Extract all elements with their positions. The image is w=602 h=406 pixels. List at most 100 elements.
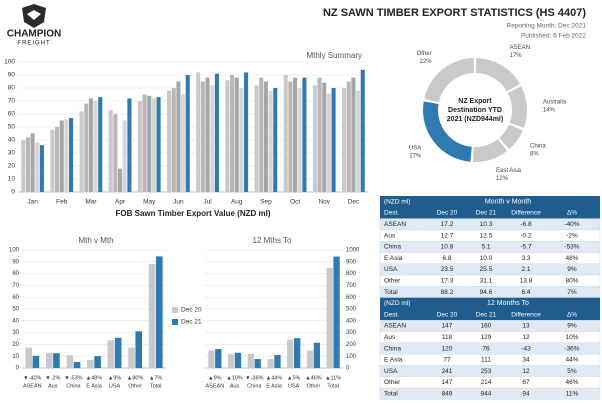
bar	[234, 77, 239, 192]
y-tick-label: 100	[4, 59, 15, 66]
table-cell: 10.0	[480, 255, 493, 262]
y-tick-label: 10	[12, 354, 19, 360]
bar	[274, 354, 281, 368]
bar	[356, 90, 361, 192]
bar	[302, 77, 307, 192]
y-tick-label: 90	[8, 72, 16, 79]
legend-swatch	[172, 307, 178, 313]
bar	[73, 361, 81, 368]
bar	[142, 94, 147, 192]
x-tick-label: Jun	[173, 199, 184, 206]
donut-category: Other	[417, 51, 432, 57]
x-tick-label: Total	[150, 383, 162, 389]
change-label: ▲10%	[226, 375, 243, 381]
change-label: ▲7%	[149, 375, 163, 381]
table-cell: E Asia	[384, 255, 403, 262]
table-cell: 76	[482, 345, 490, 352]
bar	[196, 72, 201, 192]
y-tick-label: 80	[8, 85, 16, 92]
donut-value: 12%	[496, 176, 509, 182]
table-cell: 17.2	[441, 221, 454, 228]
table-column-header: Δ%	[567, 210, 577, 217]
donut-segment	[475, 58, 520, 92]
bar	[55, 127, 60, 192]
bar	[225, 80, 230, 192]
x-tick-label: E Asia	[266, 383, 283, 389]
bar	[113, 114, 118, 192]
table-cell: ASEAN	[384, 323, 406, 330]
table-cell: Total	[384, 289, 398, 296]
bar	[118, 168, 123, 192]
y-tick-label: 1000	[346, 248, 360, 254]
logo-top: CHAMPION	[7, 29, 61, 40]
x-tick-label: Mar	[85, 199, 97, 206]
y-tick-label: 100	[346, 354, 357, 360]
bar	[294, 338, 301, 368]
table-cell: 849	[442, 390, 453, 397]
table-cell: 7%	[567, 289, 577, 296]
y-tick-label: 70	[12, 283, 19, 289]
y-tick-label: 20	[12, 342, 19, 348]
table-cell: -36%	[564, 345, 579, 352]
table-cell: 253	[481, 368, 492, 375]
table-cell: 77	[443, 357, 451, 364]
table-cell: 34	[522, 357, 530, 364]
bar	[244, 72, 249, 192]
bar	[317, 77, 322, 192]
legend-swatch	[172, 319, 178, 325]
bar	[79, 111, 84, 192]
table-header-title: Month v Month	[485, 198, 531, 205]
bar	[227, 354, 235, 368]
table-column-header: Difference	[511, 210, 541, 217]
y-tick-label: 200	[346, 342, 357, 348]
table-cell: 5%	[567, 368, 577, 375]
bar	[283, 75, 288, 192]
table-header-bg	[380, 297, 600, 321]
table-cell: 6.4	[521, 289, 530, 296]
bar	[135, 331, 143, 368]
bar	[30, 133, 35, 192]
x-tick-label: China	[247, 383, 262, 389]
bar	[53, 353, 60, 368]
bar	[122, 120, 127, 192]
bar	[259, 77, 264, 192]
table-cell: 17.3	[441, 277, 454, 284]
table-cell: 147	[442, 379, 453, 386]
donut-center-title: NZ Export	[458, 98, 492, 105]
table-column-header: Dec 20	[437, 311, 458, 318]
change-label: ▲11%	[325, 375, 341, 381]
donut-value: 14%	[543, 107, 556, 113]
bar	[94, 356, 101, 368]
bar	[185, 75, 190, 192]
x-tick-label: Aus	[48, 383, 58, 389]
donut-segment	[424, 58, 475, 103]
bar	[360, 69, 365, 192]
bar	[39, 145, 44, 192]
bar	[147, 95, 152, 192]
bar	[333, 256, 340, 368]
bar	[25, 137, 30, 192]
table-cell: 31.1	[480, 277, 493, 284]
y-tick-label: 30	[8, 150, 16, 157]
bar	[254, 85, 259, 192]
bar	[171, 88, 176, 192]
table-cell: 2.1	[521, 266, 530, 273]
bar	[93, 101, 98, 192]
chart-title: Mth v Mth	[78, 236, 113, 245]
x-tick-label: Jul	[203, 199, 212, 206]
x-axis-label: FOB Sawn Timber Export Value (NZD ml)	[116, 209, 271, 218]
bar	[288, 81, 293, 192]
bar	[208, 350, 215, 368]
table-column-header: Dest.	[384, 311, 399, 318]
table-cell: -5.7	[520, 244, 532, 251]
table-column-header: Difference	[511, 311, 541, 318]
bar	[331, 88, 336, 192]
bar	[35, 142, 40, 192]
y-tick-label: 20	[8, 163, 16, 170]
table-cell: -2%	[566, 232, 578, 239]
change-label: ▲44%	[266, 375, 283, 381]
y-tick-label: 60	[12, 295, 19, 301]
y-tick-label: 60	[8, 111, 16, 118]
y-tick-label: 80	[12, 271, 19, 277]
table-cell: 13.8	[520, 277, 533, 284]
